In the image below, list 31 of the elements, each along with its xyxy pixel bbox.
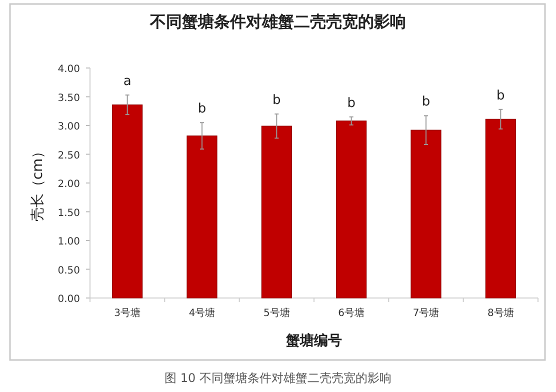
bar xyxy=(336,120,367,298)
annotation: a xyxy=(123,74,132,90)
bar xyxy=(186,136,218,298)
y-tick-label: 0.00 xyxy=(58,294,80,305)
annotation: b xyxy=(198,102,206,117)
x-axis-title: 蟹塘编号 xyxy=(285,332,342,349)
bar xyxy=(112,104,143,298)
annotation: b xyxy=(496,88,505,104)
x-tick-label: 8号塘 xyxy=(487,307,514,319)
chart-title: 不同蟹塘条件对雄蟹二壳壳宽的影响 xyxy=(149,12,406,31)
annotation: b xyxy=(422,94,430,110)
bar xyxy=(261,126,292,298)
caption: 图 10 不同蟹塘条件对雄蟹二壳壳宽的影响 xyxy=(164,371,392,385)
annotation: b xyxy=(272,93,281,108)
x-tick-label: 7号塘 xyxy=(412,307,440,319)
x-tick-label: 5号塘 xyxy=(263,307,290,319)
y-tick-label: 2.50 xyxy=(58,150,80,162)
x-tick-label: 3号塘 xyxy=(114,307,141,319)
annotation: b xyxy=(347,96,356,111)
y-tick-label: 1.00 xyxy=(58,236,80,248)
y-tick-label: 1.50 xyxy=(58,208,80,219)
y-tick-label: 4.00 xyxy=(58,64,80,75)
y-tick-label: 3.50 xyxy=(58,92,80,104)
y-axis-title: 壳长（cm） xyxy=(30,144,46,222)
y-tick-label: 3.00 xyxy=(58,122,80,132)
x-tick-label: 4号塘 xyxy=(188,307,216,319)
bar xyxy=(485,118,516,298)
x-tick-label: 6号塘 xyxy=(338,307,365,319)
bar xyxy=(410,130,442,298)
y-tick-label: 0.50 xyxy=(58,265,80,276)
y-tick-label: 2.00 xyxy=(58,179,80,190)
